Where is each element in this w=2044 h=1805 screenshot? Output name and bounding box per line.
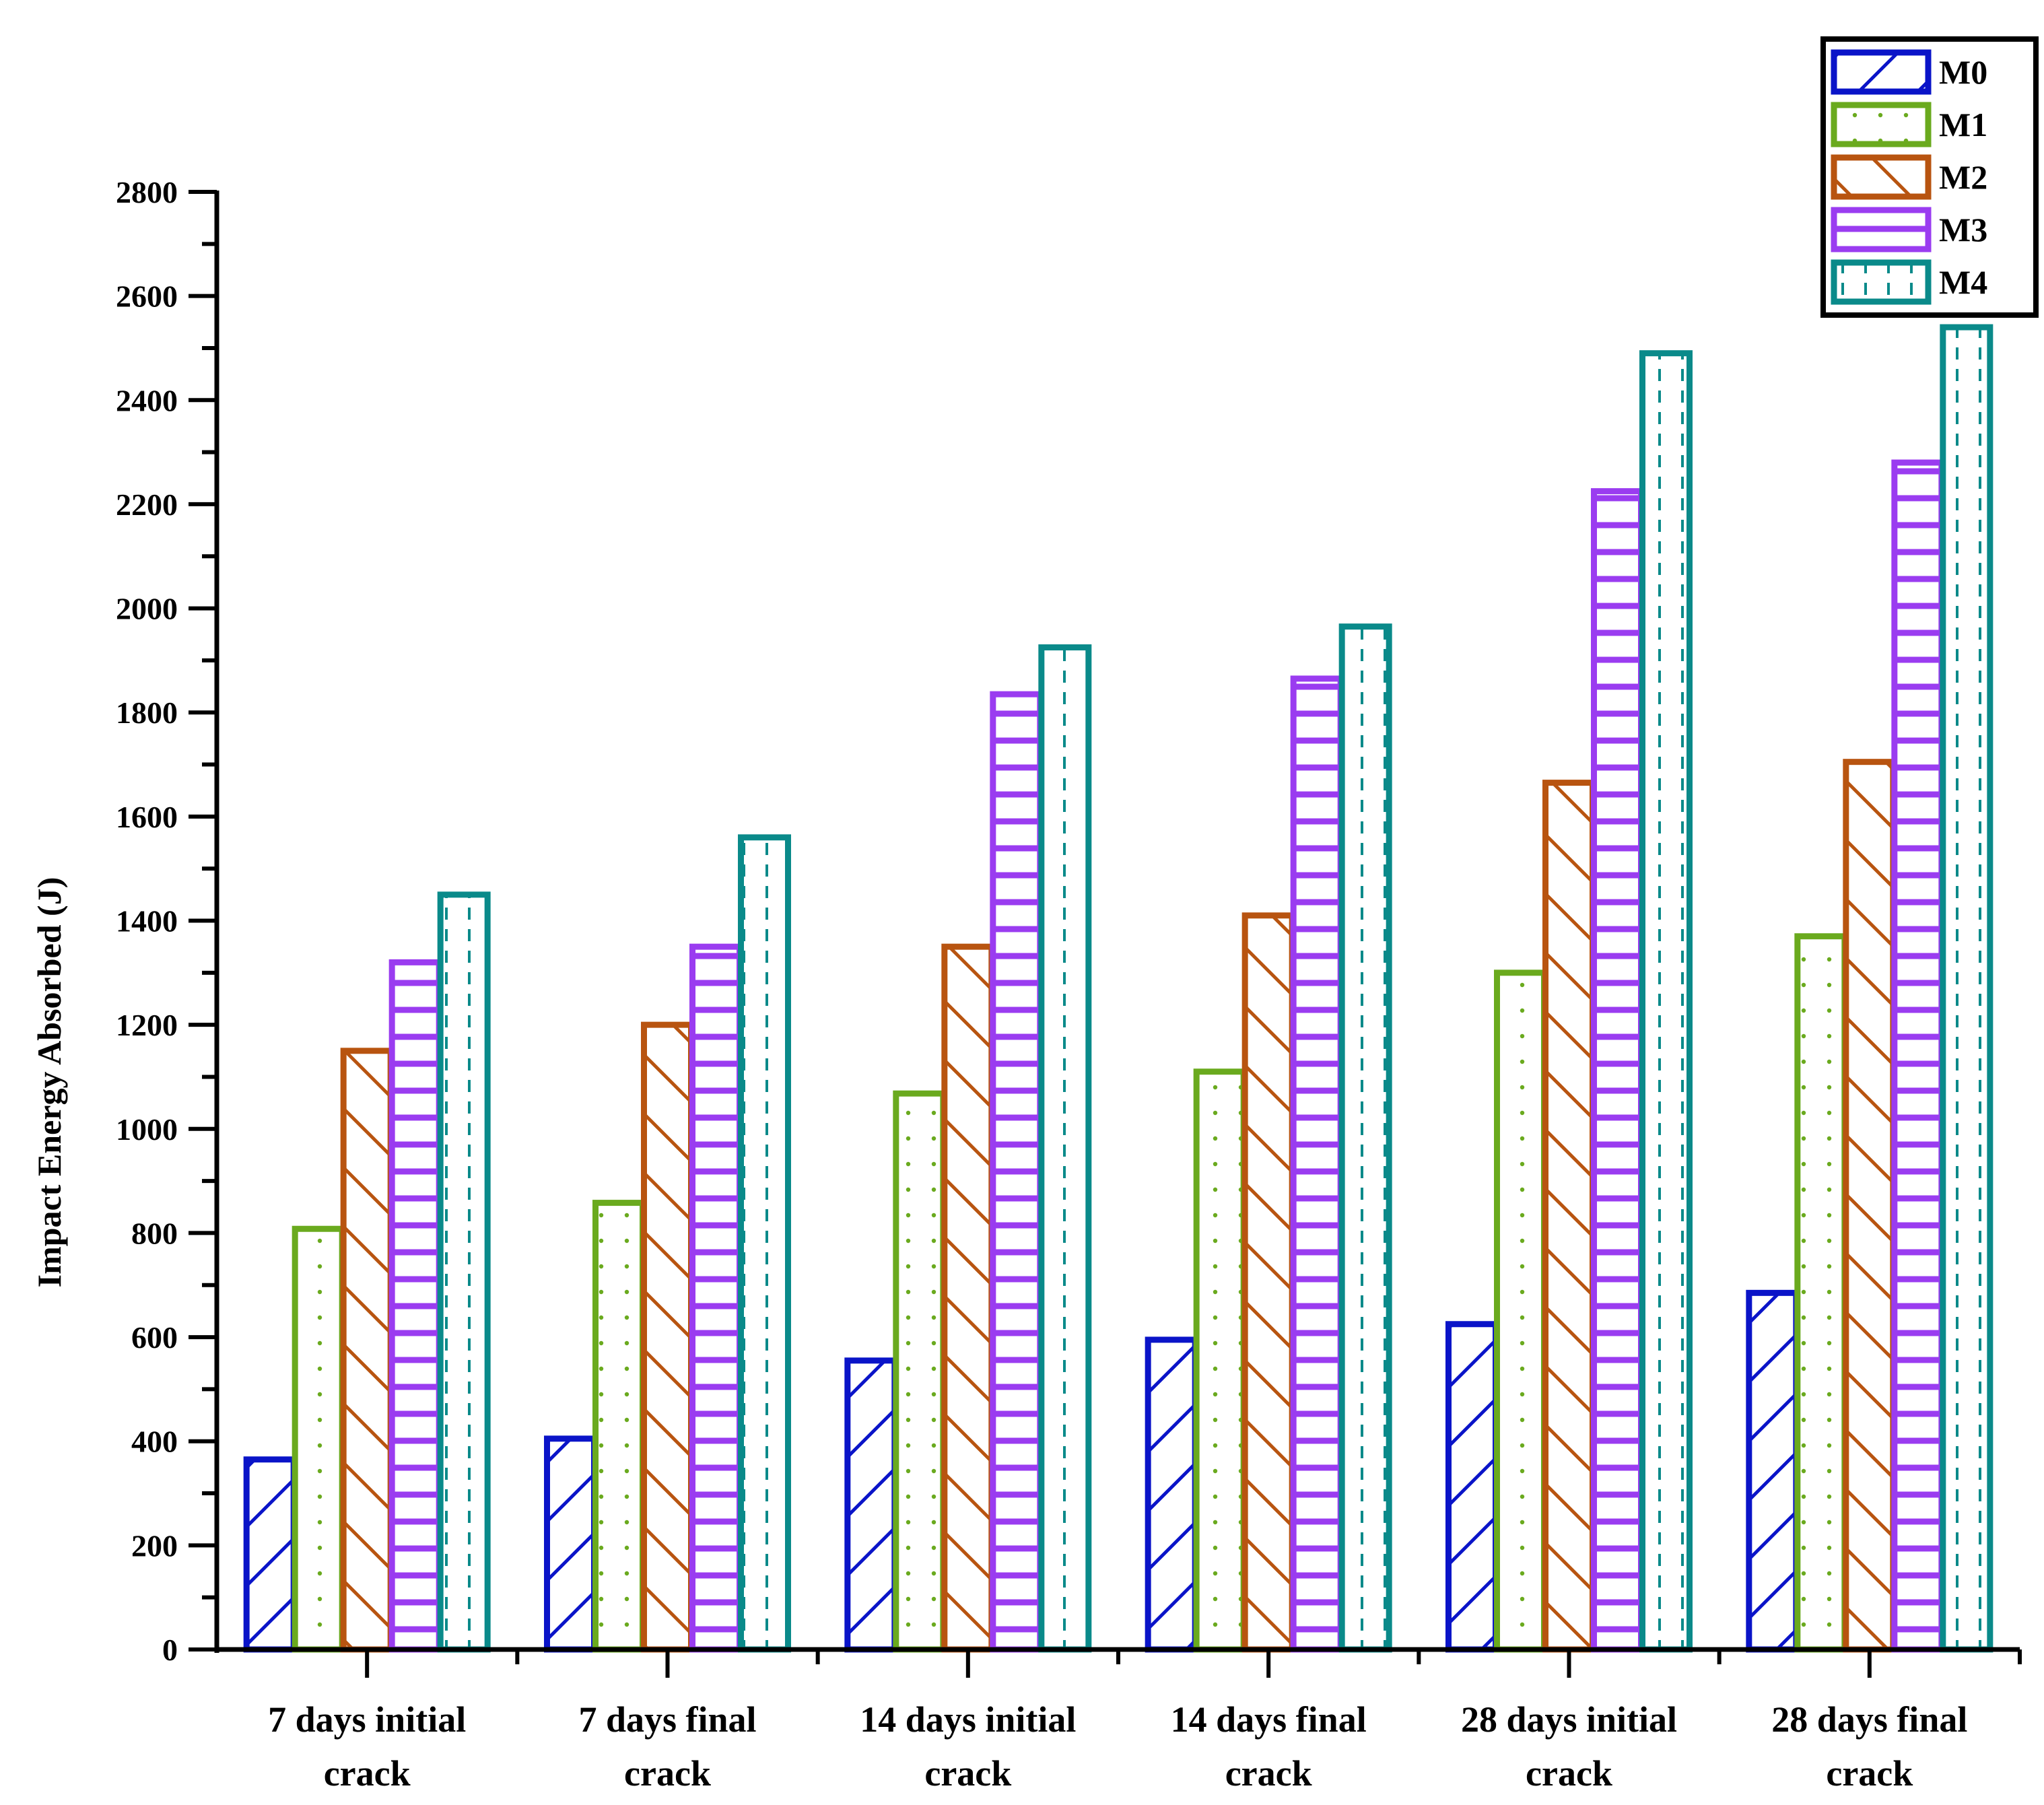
- legend: M0 M1 M2 M3 M4: [1820, 36, 2039, 318]
- legend-label-m1: M1: [1939, 106, 1987, 143]
- bar-m3-cat-4: [1591, 488, 1644, 1653]
- x-category-label: crack: [1225, 1753, 1312, 1794]
- bar-m4-cat-1: [738, 834, 791, 1653]
- x-category-label: crack: [624, 1753, 711, 1794]
- y-tick-label: 1000: [116, 1112, 178, 1147]
- axes-layer: 0 200 400 600 800 1000 1200 1400 1600 1800 2000 220…: [30, 175, 2022, 1794]
- bar-m1-cat-3: [1193, 1068, 1247, 1653]
- legend-swatch-m2: [1831, 154, 1932, 200]
- y-tick-label: 2400: [116, 383, 178, 417]
- bar-m1-cat-4: [1494, 969, 1547, 1653]
- legend-label-m4: M4: [1939, 263, 1987, 301]
- legend-swatch-m0: [1831, 49, 1932, 95]
- y-tick-label: 1600: [116, 800, 178, 834]
- bar-m3-cat-1: [689, 943, 743, 1653]
- legend-swatch-m1: [1831, 102, 1932, 147]
- bar-m4-cat-2: [1038, 644, 1092, 1653]
- y-tick-label: 800: [131, 1216, 178, 1250]
- x-category-label: 14 days initial: [860, 1699, 1076, 1740]
- bar-m4-cat-0: [437, 891, 491, 1653]
- bar-m1-cat-0: [292, 1225, 345, 1653]
- bar-m1-cat-5: [1794, 933, 1848, 1653]
- y-tick-label: 0: [162, 1633, 178, 1667]
- y-tick-label: 2200: [116, 487, 178, 522]
- bar-m3-cat-0: [388, 959, 442, 1653]
- bar-m0-cat-5: [1746, 1289, 1800, 1653]
- y-axis-title: Impact Energy Absorbed (J): [30, 877, 68, 1288]
- bar-m1-cat-1: [592, 1200, 646, 1653]
- bar-m2-cat-4: [1542, 780, 1596, 1653]
- bar-m3-cat-2: [990, 691, 1044, 1653]
- bar-m3-cat-3: [1290, 675, 1344, 1653]
- x-category-label: crack: [924, 1753, 1011, 1794]
- bar-m3-cat-5: [1891, 459, 1945, 1653]
- bar-m2-cat-3: [1241, 912, 1295, 1653]
- bar-m0-cat-0: [243, 1456, 297, 1653]
- bar-m2-cat-0: [340, 1048, 394, 1653]
- y-tick-label: 400: [131, 1425, 178, 1459]
- y-tick-label: 1800: [116, 695, 178, 730]
- bar-m0-cat-1: [544, 1435, 597, 1653]
- y-tick-label: 1200: [116, 1008, 178, 1042]
- x-category-label: 7 days final: [578, 1699, 756, 1740]
- legend-label-m0: M0: [1939, 53, 1987, 91]
- y-tick-label: 2000: [116, 592, 178, 626]
- bar-m0-cat-2: [844, 1357, 898, 1653]
- legend-swatch-m4: [1831, 259, 1932, 305]
- bar-m0-cat-4: [1445, 1321, 1499, 1653]
- y-tick-label: 2600: [116, 279, 178, 314]
- x-category-label: 7 days initial: [268, 1699, 466, 1740]
- y-tick-label: 600: [131, 1320, 178, 1355]
- x-category-label: crack: [324, 1753, 411, 1794]
- bar-m0-cat-3: [1145, 1336, 1198, 1653]
- bars-layer: [243, 324, 1994, 1653]
- legend-label-m3: M3: [1939, 211, 1987, 248]
- bar-m4-cat-4: [1639, 350, 1693, 1653]
- x-category-label: 14 days final: [1171, 1699, 1367, 1740]
- y-tick-label: 200: [131, 1528, 178, 1563]
- x-category-label: 28 days initial: [1461, 1699, 1677, 1740]
- x-category-label: crack: [1526, 1753, 1612, 1794]
- y-tick-label: 1400: [116, 904, 178, 939]
- bar-m2-cat-1: [641, 1021, 694, 1653]
- bar-m2-cat-2: [941, 943, 995, 1653]
- bar-m2-cat-5: [1843, 759, 1897, 1653]
- x-category-label: 28 days final: [1771, 1699, 1967, 1740]
- bar-m4-cat-3: [1338, 623, 1392, 1653]
- x-category-label: crack: [1826, 1753, 1913, 1794]
- y-tick-label: 2800: [116, 175, 178, 209]
- bar-m1-cat-2: [893, 1090, 947, 1653]
- bar-m4-cat-5: [1940, 324, 1994, 1653]
- legend-swatch-m3: [1831, 207, 1932, 252]
- legend-label-m2: M2: [1939, 158, 1987, 196]
